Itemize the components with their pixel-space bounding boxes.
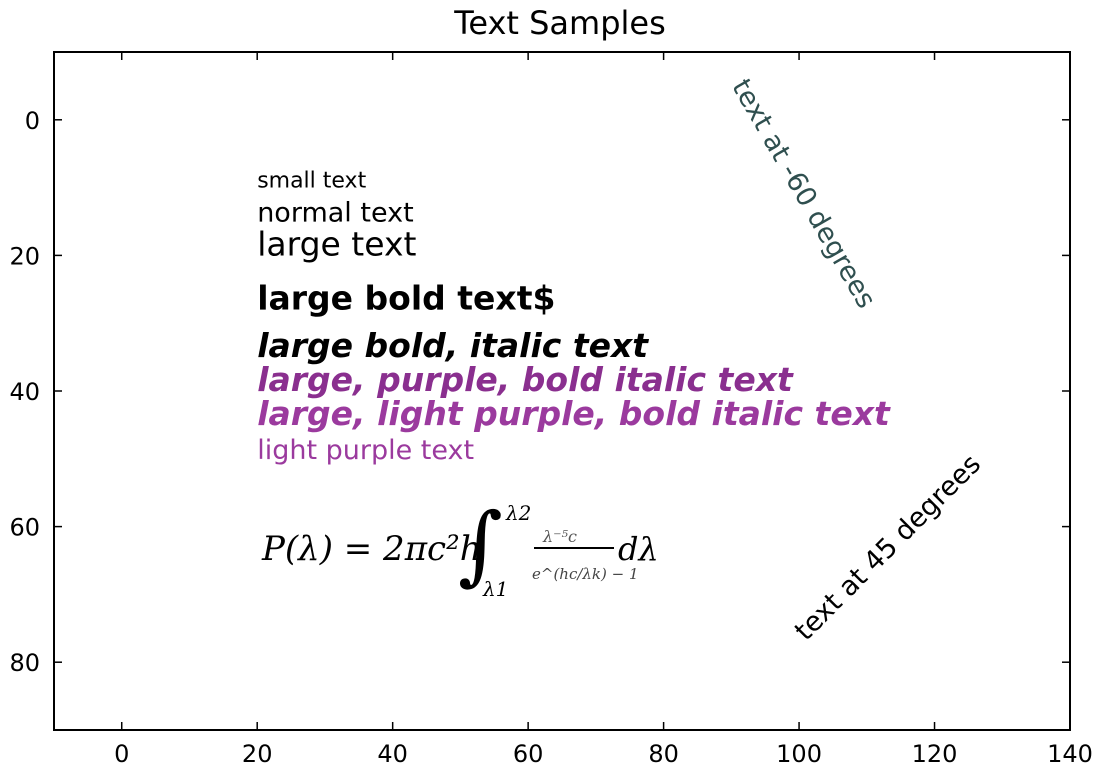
annotation-large-bold-italic: large bold, italic text: [257, 326, 649, 365]
x-tick-label: 0: [114, 740, 129, 768]
x-tick-label: 100: [776, 740, 822, 768]
equation-integral-sign: ∫: [458, 495, 503, 595]
annotation-small: small text: [257, 169, 366, 194]
annotation-normal: normal text: [257, 198, 413, 229]
x-tick-label: 80: [648, 740, 679, 768]
x-tick-label: 60: [513, 740, 544, 768]
annotation-large-bold: large bold text$: [257, 279, 555, 318]
equation-lower-limit: λ1: [482, 577, 508, 601]
equation-tail: dλ: [618, 530, 659, 568]
x-axis: 0 20 40 60 80 100 120 140: [114, 52, 1093, 768]
x-tick-label: 20: [242, 740, 273, 768]
chart-title: Text Samples: [453, 4, 666, 42]
x-tick-label: 120: [912, 740, 958, 768]
y-tick-label: 40: [9, 378, 40, 406]
annotation-light-purple-bold-italic: large, light purple, bold italic text: [257, 394, 891, 433]
x-tick-label: 140: [1047, 740, 1093, 768]
x-tick-label: 40: [377, 740, 408, 768]
equation-upper-limit: λ2: [505, 501, 531, 525]
planck-equation: P(λ) = 2πc²h ∫ λ2 λ1 λ⁻⁵c e^(hc/λk) − 1 …: [261, 495, 659, 601]
annotation-large: large text: [257, 224, 416, 263]
equation-denominator: e^(hc/λk) − 1: [532, 565, 639, 583]
y-tick-label: 20: [9, 242, 40, 270]
annotation-purple-bold-italic: large, purple, bold italic text: [257, 360, 794, 399]
y-axis: 0 20 40 60 80: [9, 107, 1070, 677]
y-tick-label: 60: [9, 514, 40, 542]
y-tick-label: 80: [9, 649, 40, 677]
equation-lhs: P(λ) = 2πc²h: [261, 529, 482, 569]
equation-numerator: λ⁻⁵c: [542, 527, 577, 546]
plot-area: [53, 51, 1071, 731]
annotation-light-purple: light purple text: [257, 435, 474, 466]
y-tick-label: 0: [25, 107, 40, 135]
